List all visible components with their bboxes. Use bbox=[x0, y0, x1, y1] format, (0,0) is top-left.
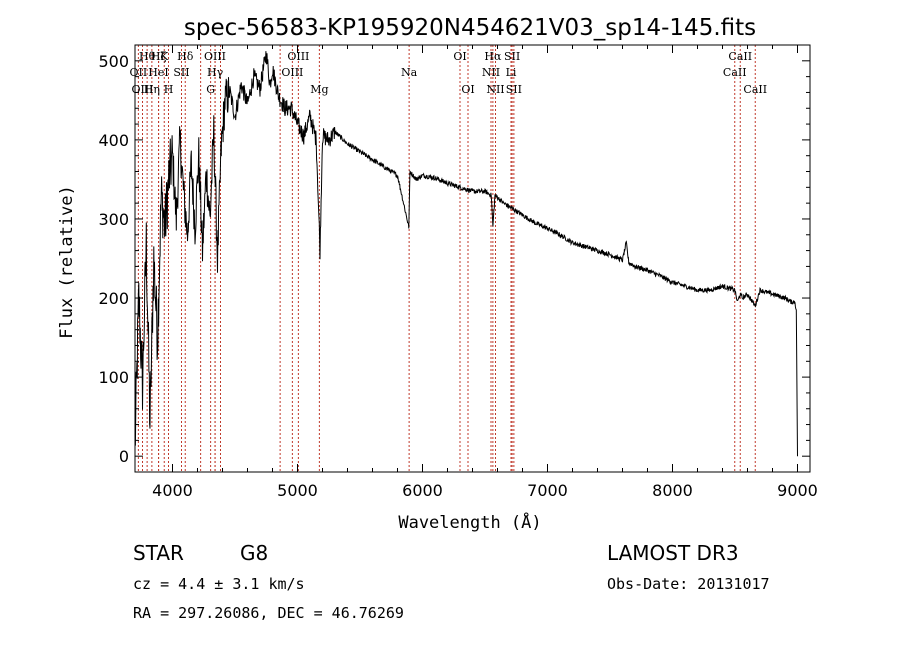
object-class: STAR bbox=[133, 541, 184, 565]
x-tick-label: 5000 bbox=[277, 481, 318, 500]
line-label: CaII bbox=[743, 83, 767, 96]
y-axis-label: Flux (relative) bbox=[57, 185, 77, 339]
survey-name: LAMOST DR3 bbox=[607, 541, 739, 565]
x-tick-label: 4000 bbox=[152, 481, 193, 500]
line-label: Hα bbox=[484, 50, 502, 63]
y-tick-label: 100 bbox=[98, 368, 129, 387]
object-subclass: G8 bbox=[240, 541, 268, 565]
line-label: OI bbox=[453, 50, 466, 63]
y-tick-label: 300 bbox=[98, 210, 129, 229]
line-label: Hζ bbox=[151, 50, 167, 63]
line-label: H bbox=[164, 83, 174, 96]
line-label: OIII bbox=[287, 50, 309, 63]
line-label: G bbox=[206, 83, 215, 96]
line-label: Hθ bbox=[139, 50, 156, 63]
line-label: Li bbox=[506, 66, 517, 79]
y-tick-label: 400 bbox=[98, 131, 129, 150]
line-label: NII bbox=[486, 83, 504, 96]
line-label: HeI bbox=[148, 66, 168, 79]
y-tick-label: 500 bbox=[98, 52, 129, 71]
chart-title: spec-56583-KP195920N454621V03_sp14-145.f… bbox=[184, 15, 756, 41]
line-label: OII bbox=[130, 66, 148, 79]
x-tick-label: 7000 bbox=[527, 481, 568, 500]
x-tick-label: 9000 bbox=[777, 481, 818, 500]
line-label: NII bbox=[482, 66, 500, 79]
y-tick-label: 0 bbox=[119, 447, 129, 466]
line-label: K bbox=[160, 50, 169, 63]
line-label: OIII bbox=[281, 66, 303, 79]
line-label: SII bbox=[504, 50, 520, 63]
axis-ticks: 4000 5000 6000 7000 8000 9000 0 100 200 300 400 500 bbox=[98, 45, 818, 500]
line-label: OIII bbox=[204, 50, 226, 63]
line-label: Na bbox=[401, 66, 418, 79]
line-label: SII bbox=[506, 83, 522, 96]
x-axis-label: Wavelength (Å) bbox=[398, 511, 541, 533]
spectrum-line bbox=[134, 51, 798, 457]
line-label: OI bbox=[461, 83, 474, 96]
x-tick-label: 8000 bbox=[652, 481, 693, 500]
sky-coordinates: RA = 297.26086, DEC = 46.76269 bbox=[133, 604, 404, 622]
y-tick-label: 200 bbox=[98, 289, 129, 308]
line-label: SII bbox=[173, 66, 189, 79]
redshift-cz: cz = 4.4 ± 3.1 km/s bbox=[133, 575, 305, 593]
spectrum-data bbox=[134, 51, 798, 457]
line-label: Hγ bbox=[207, 66, 224, 79]
line-label: CaII bbox=[723, 66, 747, 79]
line-label: Hη bbox=[144, 83, 160, 96]
observation-date: Obs-Date: 20131017 bbox=[607, 575, 770, 593]
line-label: Mg bbox=[310, 83, 328, 96]
x-tick-label: 6000 bbox=[402, 481, 443, 500]
line-label: CaII bbox=[728, 50, 752, 63]
line-label: Hδ bbox=[177, 50, 194, 63]
